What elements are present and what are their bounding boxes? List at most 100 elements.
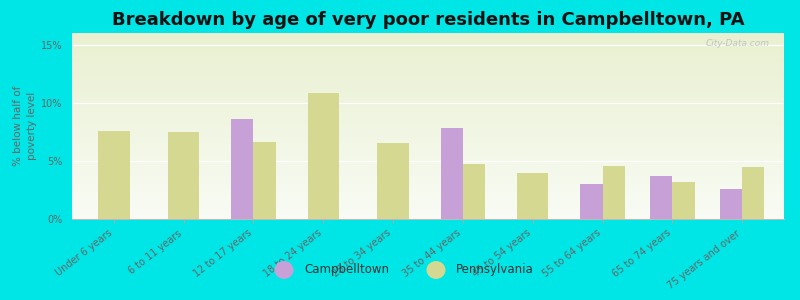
Bar — [72, 158, 784, 160]
Bar — [72, 108, 784, 109]
Y-axis label: % below half of
poverty level: % below half of poverty level — [14, 86, 37, 166]
Bar — [254, 142, 276, 219]
Bar — [72, 118, 784, 119]
Bar — [72, 201, 784, 202]
Bar — [72, 92, 784, 93]
Bar — [72, 59, 784, 60]
Text: Campbelltown: Campbelltown — [304, 263, 389, 277]
Bar — [72, 149, 784, 150]
Bar — [72, 117, 784, 118]
Bar — [72, 182, 784, 183]
Bar — [72, 210, 784, 211]
Bar — [602, 166, 625, 219]
Bar — [72, 70, 784, 71]
Bar — [72, 137, 784, 138]
Title: Breakdown by age of very poor residents in Campbelltown, PA: Breakdown by age of very poor residents … — [112, 11, 744, 29]
Bar — [72, 212, 784, 213]
Bar — [72, 136, 784, 137]
Bar — [72, 144, 784, 145]
Bar — [72, 138, 784, 139]
Bar — [72, 61, 784, 62]
Bar — [72, 55, 784, 56]
Bar — [72, 170, 784, 171]
Bar — [72, 176, 784, 177]
Bar — [72, 218, 784, 219]
Bar — [72, 174, 784, 175]
Bar — [72, 165, 784, 166]
Bar — [72, 76, 784, 77]
Bar — [72, 191, 784, 192]
Bar — [72, 72, 784, 73]
Bar — [72, 195, 784, 196]
Bar — [72, 128, 784, 129]
Bar — [742, 167, 765, 219]
Bar — [72, 192, 784, 193]
Bar — [72, 98, 784, 99]
Bar — [72, 89, 784, 90]
Bar — [72, 140, 784, 141]
Bar — [72, 104, 784, 105]
Bar — [72, 52, 784, 53]
Bar — [72, 160, 784, 161]
Bar — [72, 36, 784, 37]
Bar — [72, 130, 784, 132]
Bar — [72, 37, 784, 38]
Bar — [72, 189, 784, 190]
Bar — [72, 83, 784, 84]
Bar — [72, 96, 784, 97]
Bar — [72, 206, 784, 207]
Bar — [72, 94, 784, 95]
Bar — [72, 90, 784, 91]
Bar — [98, 131, 130, 219]
Bar — [72, 179, 784, 180]
Bar — [72, 185, 784, 186]
Bar — [72, 77, 784, 78]
Bar — [72, 142, 784, 143]
Bar — [72, 88, 784, 89]
Bar — [72, 54, 784, 55]
Bar — [72, 44, 784, 45]
Bar — [72, 33, 784, 34]
Bar — [72, 164, 784, 165]
Bar — [72, 208, 784, 209]
Bar — [72, 163, 784, 164]
Bar — [72, 58, 784, 59]
Bar — [72, 147, 784, 148]
Bar — [72, 190, 784, 191]
Bar — [72, 209, 784, 210]
Bar — [72, 93, 784, 94]
Bar — [72, 74, 784, 75]
Bar — [72, 91, 784, 92]
Bar — [72, 205, 784, 206]
Bar — [72, 38, 784, 39]
Bar — [72, 203, 784, 204]
Bar — [72, 100, 784, 101]
Bar — [72, 155, 784, 156]
Bar — [72, 216, 784, 217]
Bar — [72, 81, 784, 82]
Bar — [72, 178, 784, 179]
Bar — [72, 87, 784, 88]
Bar — [72, 105, 784, 106]
Text: Pennsylvania: Pennsylvania — [456, 263, 534, 277]
Bar — [72, 172, 784, 173]
Bar — [72, 50, 784, 51]
Bar — [72, 193, 784, 194]
Bar — [72, 157, 784, 158]
Bar — [72, 186, 784, 188]
Bar — [72, 123, 784, 124]
Bar — [72, 115, 784, 116]
Bar — [72, 80, 784, 81]
Bar — [72, 202, 784, 203]
Bar — [72, 215, 784, 216]
Bar — [72, 112, 784, 113]
Bar — [72, 35, 784, 36]
Bar — [72, 126, 784, 127]
Bar — [72, 150, 784, 151]
Bar — [72, 171, 784, 172]
Bar — [720, 189, 742, 219]
Bar — [72, 199, 784, 200]
Bar — [72, 181, 784, 182]
Bar — [72, 122, 784, 123]
Bar — [72, 99, 784, 100]
